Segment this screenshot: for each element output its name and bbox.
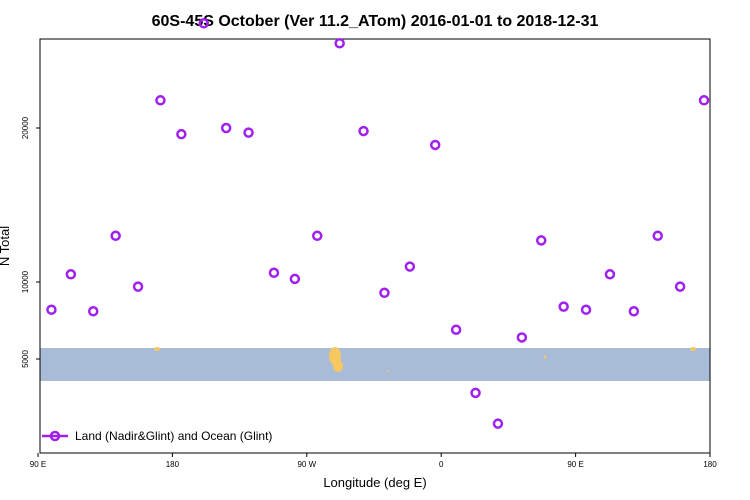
land-patch: [387, 370, 389, 372]
x-tick-label: 0: [439, 460, 444, 469]
data-point: [176, 128, 187, 140]
x-tick-label: 180: [166, 460, 180, 469]
data-point: [604, 269, 616, 280]
data-point: [698, 95, 710, 106]
y-tick-label: 10000: [21, 270, 30, 293]
data-point: [404, 261, 416, 272]
data-point: [243, 127, 254, 138]
data-point: [198, 18, 210, 29]
x-tick-label: 90 W: [297, 460, 316, 469]
data-point: [155, 95, 166, 106]
data-point: [358, 125, 369, 137]
data-point: [46, 304, 57, 315]
y-axis-label: N Total: [0, 226, 12, 266]
data-point: [580, 304, 592, 315]
data-point: [516, 332, 528, 343]
data-point: [558, 301, 569, 312]
data-point: [312, 230, 323, 242]
land-patch: [543, 355, 547, 359]
data-point: [450, 324, 462, 335]
x-tick-label: 180: [703, 460, 717, 469]
plot-frame: [39, 38, 711, 454]
data-point: [674, 281, 686, 292]
x-axis: 90 E 180 90 W 0 90 E 180: [30, 453, 717, 469]
y-tick-label: 5000: [21, 350, 30, 368]
data-point: [429, 139, 441, 151]
map-land: [154, 347, 696, 372]
y-tick-label: 20000: [21, 116, 30, 139]
x-tick-label: 90 E: [567, 460, 583, 469]
data-point: [536, 235, 547, 246]
data-point: [628, 306, 640, 317]
data-point: [289, 273, 301, 285]
data-point: [470, 387, 481, 399]
data-point: [379, 287, 390, 299]
data-point: [652, 230, 663, 242]
legend: Land (Nadir&Glint) and Ocean (Glint): [42, 429, 272, 443]
land-patch: [333, 360, 343, 372]
data-point: [65, 269, 77, 280]
data-point: [492, 418, 504, 429]
data-point: [132, 281, 144, 292]
data-point: [334, 38, 345, 49]
data-point: [268, 267, 280, 279]
data-point: [110, 230, 121, 242]
x-axis-label: Longitude (deg E): [323, 475, 426, 490]
legend-marker: [49, 430, 61, 442]
data-points: [46, 18, 710, 429]
land-patch: [690, 347, 696, 351]
chart-title: 60S-45S October (Ver 11.2_ATom) 2016-01-…: [152, 13, 599, 30]
legend-label: Land (Nadir&Glint) and Ocean (Glint): [75, 429, 272, 443]
data-point: [220, 122, 232, 134]
y-axis: 5000 10000 20000: [21, 116, 40, 368]
data-point: [88, 306, 99, 317]
land-patch: [154, 347, 160, 351]
map-strip: [40, 348, 710, 381]
x-tick-label: 90 E: [30, 460, 46, 469]
